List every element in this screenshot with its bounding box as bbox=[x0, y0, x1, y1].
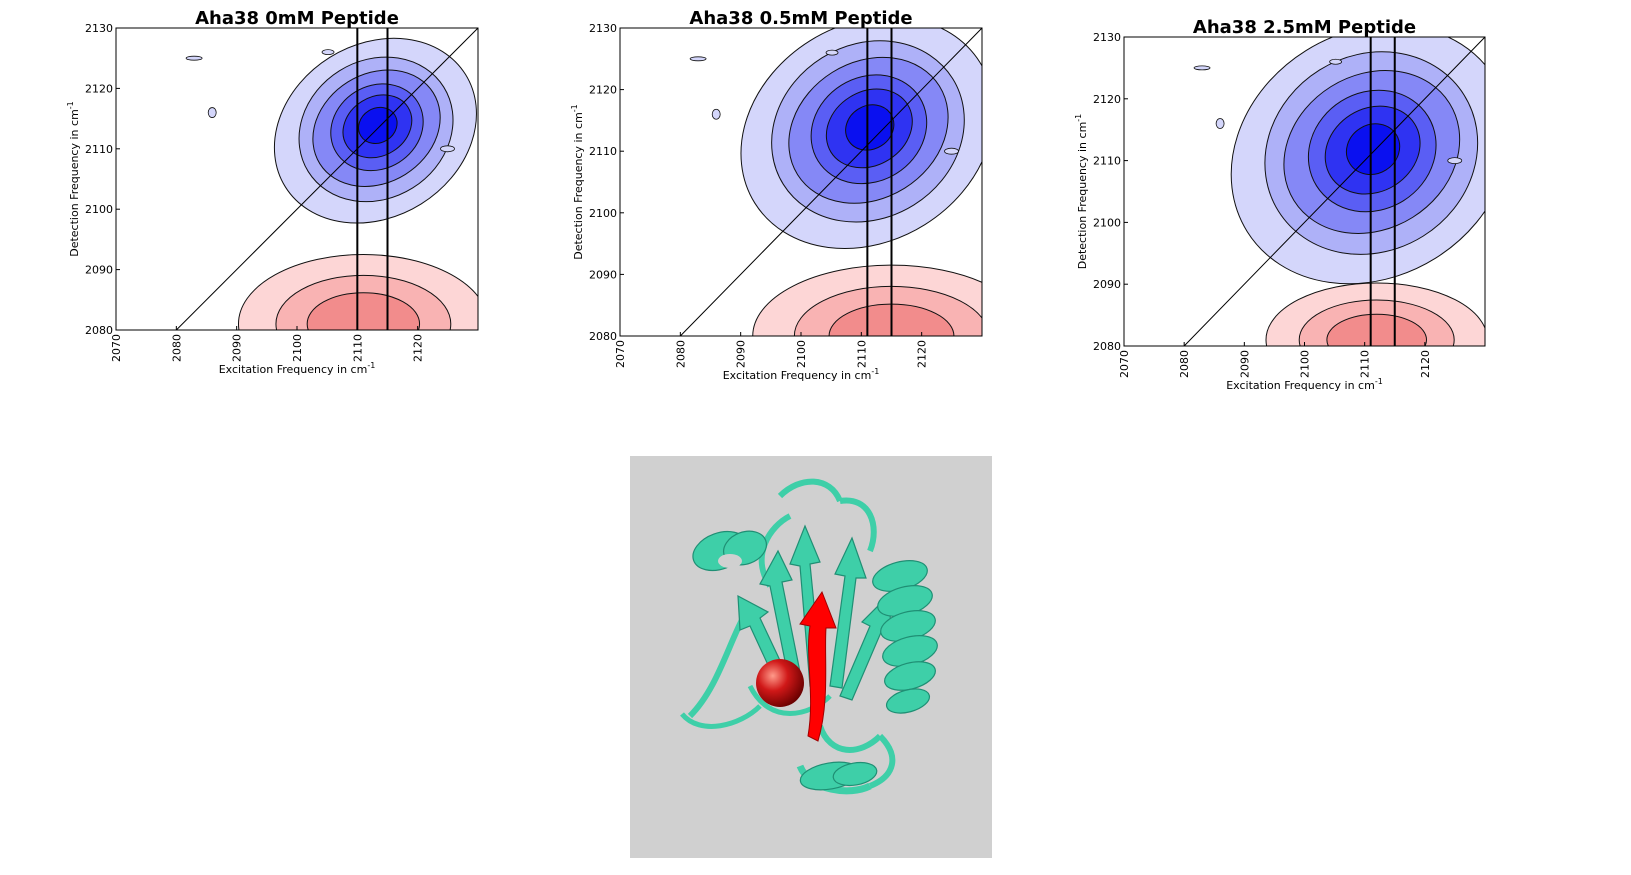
x-tick-label: 2110 bbox=[855, 340, 868, 368]
noise-contour bbox=[440, 145, 455, 153]
y-tick-label: 2130 bbox=[1093, 31, 1121, 44]
chart-title: Aha38 2.5mM Peptide bbox=[1193, 17, 1416, 38]
y-tick-label: 2090 bbox=[85, 264, 113, 277]
contour-panel-0.5mM: Aha38 0.5mM Peptide 2080 2090 2100 2110 2120 2… bbox=[570, 0, 1044, 400]
x-tick-label: 2080 bbox=[1178, 350, 1191, 378]
x-tick-label: 2120 bbox=[1419, 350, 1432, 378]
x-tick-label: 2080 bbox=[170, 334, 183, 362]
y-axis-label: Detection Frequency in cm-1 bbox=[570, 104, 585, 260]
noise-contour bbox=[825, 49, 839, 56]
noise-contour bbox=[1215, 118, 1225, 129]
highlighted-strand bbox=[799, 590, 837, 742]
y-axis-label: Detection Frequency in cm-1 bbox=[1074, 114, 1089, 270]
x-tick-label: 2070 bbox=[614, 340, 627, 368]
x-tick-label: 2110 bbox=[351, 334, 364, 362]
contour-chart: Aha38 0mM Peptide 2080 2090 2100 2110 2120 213… bbox=[66, 8, 488, 376]
x-tick-label: 2090 bbox=[735, 340, 748, 368]
y-tick-label: 2120 bbox=[589, 84, 617, 97]
diagonal-line bbox=[175, 28, 478, 330]
y-tick-label: 2100 bbox=[85, 203, 113, 216]
y-tick-label: 2110 bbox=[589, 145, 617, 158]
noise-contour bbox=[480, 221, 488, 227]
x-axis-label: Excitation Frequency in cm-1 bbox=[723, 367, 880, 382]
noise-contour bbox=[207, 107, 217, 118]
noise-contour bbox=[711, 108, 721, 120]
x-tick-label: 2110 bbox=[1359, 350, 1372, 378]
y-tick-label: 2110 bbox=[1093, 155, 1121, 168]
protein-ribbon-illustration bbox=[630, 456, 992, 858]
y-tick-label: 2090 bbox=[589, 268, 617, 281]
positive-contour-level-6 bbox=[1345, 123, 1401, 175]
chart-title: Aha38 0.5mM Peptide bbox=[689, 8, 912, 29]
noise-contour bbox=[590, 71, 610, 77]
diagonal-line bbox=[1183, 37, 1485, 346]
noise-contour bbox=[1487, 235, 1495, 241]
y-tick-label: 2130 bbox=[85, 22, 113, 35]
protein-ribbon bbox=[680, 478, 938, 795]
y-tick-label: 2080 bbox=[85, 324, 113, 337]
noise-contour bbox=[86, 70, 106, 76]
diagonal-line bbox=[679, 28, 982, 336]
x-tick-label: 2100 bbox=[291, 334, 304, 362]
y-tick-label: 2110 bbox=[85, 143, 113, 156]
contour-area bbox=[1095, 37, 1495, 346]
chart-title: Aha38 0mM Peptide bbox=[195, 8, 399, 29]
negative-contour-level-3 bbox=[1326, 313, 1428, 346]
x-axis-label: Excitation Frequency in cm-1 bbox=[219, 361, 376, 376]
contour-panel-2.5mM: Aha38 2.5mM Peptide 2080 2090 2100 2110 2120 2… bbox=[1074, 0, 1569, 410]
noise-contour bbox=[944, 147, 959, 155]
x-tick-label: 2100 bbox=[795, 340, 808, 368]
noise-contour bbox=[185, 55, 203, 61]
y-tick-label: 2080 bbox=[1093, 340, 1121, 353]
x-tick-label: 2070 bbox=[110, 334, 123, 362]
x-axis-label: Excitation Frequency in cm-1 bbox=[1226, 377, 1383, 392]
x-tick-label: 2090 bbox=[231, 334, 244, 362]
contour-chart: Aha38 2.5mM Peptide 2080 2090 2100 2110 2120 2… bbox=[1074, 17, 1486, 392]
y-tick-label: 2080 bbox=[589, 330, 617, 343]
noise-contour bbox=[1193, 65, 1211, 71]
contour-area bbox=[86, 28, 488, 330]
noise-contour bbox=[1095, 80, 1115, 86]
noise-contour bbox=[984, 225, 992, 231]
y-tick-label: 2120 bbox=[85, 82, 113, 95]
x-tick-label: 2080 bbox=[674, 340, 687, 368]
noise-contour bbox=[689, 56, 707, 62]
contour-area bbox=[590, 28, 992, 336]
x-tick-label: 2120 bbox=[412, 334, 425, 362]
negative-contour-level-3 bbox=[306, 292, 421, 330]
y-tick-label: 2100 bbox=[589, 207, 617, 220]
x-tick-label: 2070 bbox=[1118, 350, 1131, 378]
noise-contour bbox=[321, 49, 335, 56]
noise-contour bbox=[1447, 157, 1463, 165]
noise-contour bbox=[1329, 58, 1343, 65]
y-tick-label: 2090 bbox=[1093, 278, 1121, 291]
protein-structure-image bbox=[630, 456, 992, 858]
y-axis-label: Detection Frequency in cm-1 bbox=[66, 101, 81, 257]
x-tick-label: 2100 bbox=[1299, 350, 1312, 378]
metal-ion-sphere bbox=[756, 659, 804, 707]
y-tick-label: 2100 bbox=[1093, 216, 1121, 229]
contour-chart: Aha38 0.5mM Peptide 2080 2090 2100 2110 2120 2… bbox=[570, 8, 983, 382]
x-tick-label: 2120 bbox=[916, 340, 929, 368]
y-tick-label: 2130 bbox=[589, 22, 617, 35]
y-tick-label: 2120 bbox=[1093, 93, 1121, 106]
contour-panel-0mM: Aha38 0mM Peptide 2080 2090 2100 2110 2120 213… bbox=[60, 0, 520, 400]
x-tick-label: 2090 bbox=[1238, 350, 1251, 378]
